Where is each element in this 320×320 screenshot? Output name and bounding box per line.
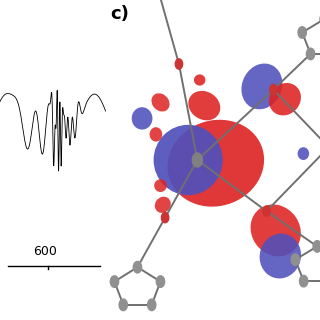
Circle shape <box>110 276 119 287</box>
Circle shape <box>298 27 306 38</box>
Circle shape <box>175 59 183 69</box>
Ellipse shape <box>155 197 171 213</box>
Circle shape <box>291 254 300 265</box>
Ellipse shape <box>188 91 220 120</box>
Ellipse shape <box>260 234 301 278</box>
Ellipse shape <box>149 127 162 141</box>
Circle shape <box>270 84 277 95</box>
Text: c): c) <box>110 5 129 23</box>
Circle shape <box>161 212 169 223</box>
Circle shape <box>300 276 308 287</box>
Ellipse shape <box>151 93 170 112</box>
Circle shape <box>119 299 127 311</box>
Ellipse shape <box>269 83 301 116</box>
Circle shape <box>307 48 315 60</box>
Circle shape <box>263 206 270 216</box>
Ellipse shape <box>132 107 152 130</box>
Ellipse shape <box>154 125 223 195</box>
Circle shape <box>133 261 142 273</box>
Ellipse shape <box>154 179 167 192</box>
Circle shape <box>156 276 164 287</box>
Circle shape <box>313 241 320 252</box>
Ellipse shape <box>298 147 309 160</box>
Ellipse shape <box>194 74 205 85</box>
Ellipse shape <box>168 120 264 207</box>
Ellipse shape <box>251 204 301 256</box>
Ellipse shape <box>241 63 282 109</box>
Text: 600: 600 <box>34 245 57 258</box>
Circle shape <box>148 299 156 311</box>
Circle shape <box>192 153 203 167</box>
